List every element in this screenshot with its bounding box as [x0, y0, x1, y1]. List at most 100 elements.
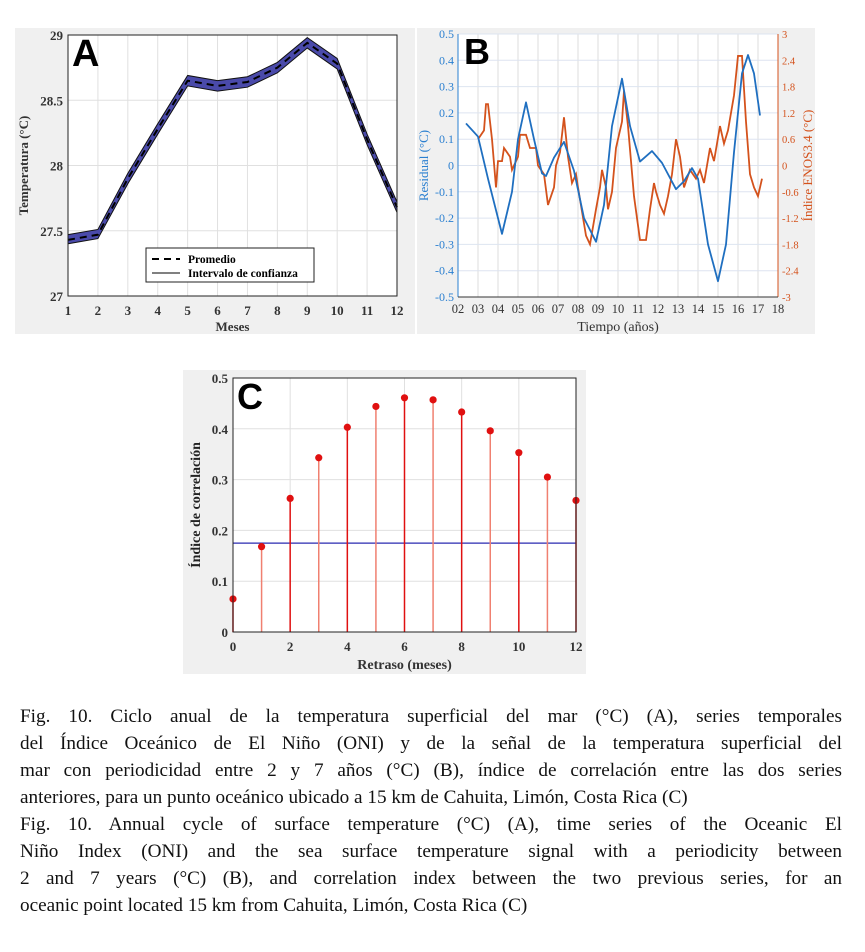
x-tick-label: 6	[214, 303, 221, 318]
y-tick-label: 27	[50, 289, 64, 304]
x-tick-label: 03	[472, 302, 485, 316]
x-tick-label: 5	[184, 303, 191, 318]
x-tick-label: 13	[672, 302, 685, 316]
caption-line: oceanic point located 15 km from Cahuita…	[20, 895, 528, 916]
axes-box	[67, 34, 398, 297]
x-tick-label: 11	[361, 303, 373, 318]
stem-marker	[515, 449, 523, 457]
x-tick-label: 05	[512, 302, 525, 316]
caption-line: Fig. 10. Annual cycle of surface tempera…	[20, 814, 842, 835]
x-tick-label: 15	[712, 302, 725, 316]
y-tick-label-right: 1.2	[782, 109, 795, 120]
y-tick-label-right: -1.2	[782, 214, 799, 225]
x-tick-label: 4	[344, 639, 351, 654]
x-tick-label: 8	[274, 303, 281, 318]
y-tick-label: 0	[222, 625, 229, 640]
x-tick-label: 17	[752, 302, 765, 316]
x-tick-label: 8	[458, 639, 465, 654]
y-axis-label-right: Índice ENOS3.4 (°C)	[800, 110, 815, 222]
x-tick-label: 12	[570, 639, 583, 654]
panel-label: A	[72, 33, 99, 75]
y-tick-label-left: 0.4	[439, 53, 454, 67]
x-tick-label: 1	[65, 303, 72, 318]
enso-index-line	[477, 55, 763, 248]
y-tick-label: 0.4	[212, 422, 229, 437]
y-tick-label-left: -0.5	[435, 290, 454, 304]
legend-box	[145, 247, 315, 283]
y-tick-label-left: -0.3	[435, 237, 454, 251]
stem-marker	[343, 423, 351, 431]
y-tick-label: 0.1	[212, 574, 228, 589]
stem-marker	[429, 396, 437, 404]
y-tick-label-left: 0	[448, 159, 454, 173]
x-tick-label: 10	[331, 303, 344, 318]
x-tick-label: 11	[632, 302, 644, 316]
caption-line: Fig. 10. Ciclo anual de la temperatura s…	[20, 706, 842, 727]
y-tick-label-right: -1.8	[782, 240, 799, 251]
mean-line	[67, 41, 398, 241]
y-tick-label: 0.5	[212, 371, 229, 386]
x-tick-label: 14	[692, 302, 705, 316]
y-tick-label-left: -0.4	[435, 264, 454, 278]
y-tick-label-right: 0	[782, 162, 787, 173]
x-axis-label: Meses	[216, 319, 250, 334]
y-tick-label-right: -3	[782, 293, 791, 304]
y-tick-label: 28.5	[40, 93, 63, 108]
x-tick-label: 3	[125, 303, 132, 318]
caption-line: anteriores, para un punto oceánico ubica…	[20, 787, 688, 808]
y-tick-label-left: 0.3	[439, 80, 454, 94]
caption-line: Niño Index (ONI) and the sea surface tem…	[20, 841, 842, 862]
x-tick-label: 12	[652, 302, 665, 316]
legend-entry: Promedio	[188, 254, 236, 266]
stem-marker	[257, 543, 266, 551]
y-tick-label-right: 3	[782, 30, 787, 41]
x-tick-label: 06	[532, 302, 545, 316]
y-tick-label-left: 0.2	[439, 106, 454, 120]
y-tick-label: 27.5	[40, 224, 63, 239]
y-tick-label: 28	[50, 159, 64, 174]
x-tick-label: 16	[732, 302, 745, 316]
x-tick-label: 0	[230, 639, 237, 654]
residual-line	[465, 54, 761, 283]
x-tick-label: 7	[244, 303, 251, 318]
axes-box	[232, 377, 577, 633]
stem-marker	[400, 394, 409, 402]
y-tick-label-left: 0.1	[439, 132, 454, 146]
y-tick-label-right: 2.4	[782, 56, 796, 67]
figure: 1 2 3 4 5 6 7 8 9 10 11 122727.52828.529PromedioInt…	[15, 27, 815, 674]
stem-marker	[372, 402, 380, 411]
stem-marker	[458, 408, 466, 416]
y-tick-label-right: -2.4	[782, 267, 799, 278]
y-tick-label-right: 1.8	[782, 83, 795, 94]
caption-line: del Índice Oceánico de El Niño (ONI) y d…	[20, 733, 842, 754]
x-tick-label: 02	[452, 302, 465, 316]
stem-marker	[315, 454, 323, 462]
x-tick-label: 2	[95, 303, 102, 318]
y-tick-label: 0.3	[212, 473, 229, 488]
panel-label: C	[237, 376, 263, 417]
x-tick-label: 6	[401, 639, 408, 654]
y-tick-label-right: -0.6	[782, 188, 799, 199]
x-tick-label: 18	[772, 302, 785, 316]
x-tick-label: 08	[572, 302, 585, 316]
y-tick-label: 0.2	[212, 523, 228, 538]
x-tick-label: 09	[592, 302, 605, 316]
x-axis-label: Tiempo (años)	[577, 320, 659, 335]
panel-label: B	[464, 31, 490, 72]
x-tick-label: 4	[154, 303, 161, 318]
y-tick-label-left: -0.2	[435, 211, 454, 225]
stem-marker	[286, 494, 294, 502]
x-tick-label: 10	[612, 302, 625, 316]
legend-entry: Intervalo de confianza	[188, 268, 298, 280]
x-tick-label: 12	[391, 303, 404, 318]
y-tick-label: 29	[50, 28, 64, 43]
y-tick-label-left: 0.5	[439, 27, 454, 41]
y-axis-label-left: Residual (°C)	[416, 130, 431, 201]
y-tick-label-left: -0.1	[435, 185, 454, 199]
x-tick-label: 2	[287, 639, 294, 654]
x-tick-label: 04	[492, 302, 505, 316]
caption-line: 2 and 7 years (°C) (B), and correlation …	[20, 868, 842, 889]
stem-marker	[543, 473, 552, 481]
y-axis-label: Temperatura (°C)	[16, 116, 31, 216]
x-tick-label: 9	[304, 303, 311, 318]
